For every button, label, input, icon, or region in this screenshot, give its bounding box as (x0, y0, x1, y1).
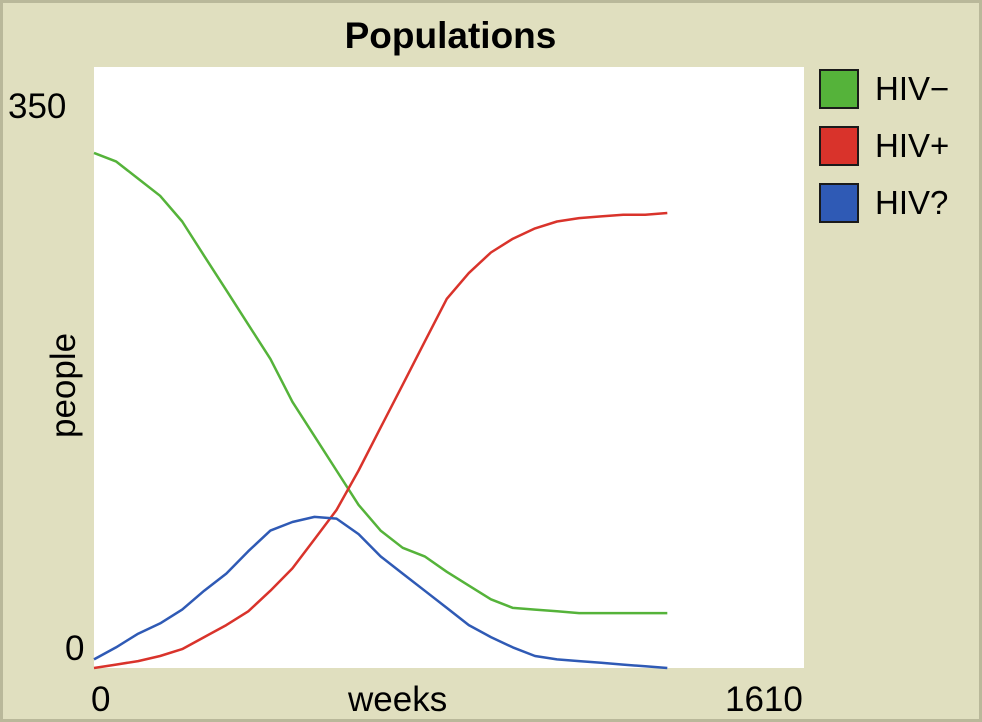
series-line-1 (93, 211, 668, 670)
y-tick-min: 0 (65, 629, 84, 668)
series-line-2 (93, 515, 668, 670)
legend-item-hiv-positive: HIV+ (819, 124, 949, 168)
x-tick-min: 0 (91, 680, 110, 719)
chart-svg: 350 0 0 1610 weeks people (8, 67, 804, 719)
legend-item-hiv-negative: HIV− (819, 67, 949, 111)
series-line-0 (93, 151, 668, 615)
legend-label-hiv-negative: HIV− (875, 70, 950, 107)
legend-swatch-hiv-positive (819, 126, 859, 166)
y-tick-max: 350 (8, 87, 66, 126)
legend-label-hiv-positive: HIV+ (875, 127, 950, 164)
legend-item-hiv-unknown: HIV? (819, 181, 949, 225)
series-lines (93, 151, 668, 670)
chart-title: Populations (344, 15, 557, 56)
x-tick-max: 1610 (725, 680, 803, 719)
legend-swatch-hiv-unknown (819, 183, 859, 223)
x-axis-label: weeks (347, 680, 447, 719)
legend-label-hiv-unknown: HIV? (875, 184, 949, 221)
legend: HIV− HIV+ HIV? (819, 67, 949, 238)
legend-swatch-hiv-negative (819, 69, 859, 109)
plot-area (94, 67, 804, 668)
y-axis-label: people (44, 333, 83, 438)
